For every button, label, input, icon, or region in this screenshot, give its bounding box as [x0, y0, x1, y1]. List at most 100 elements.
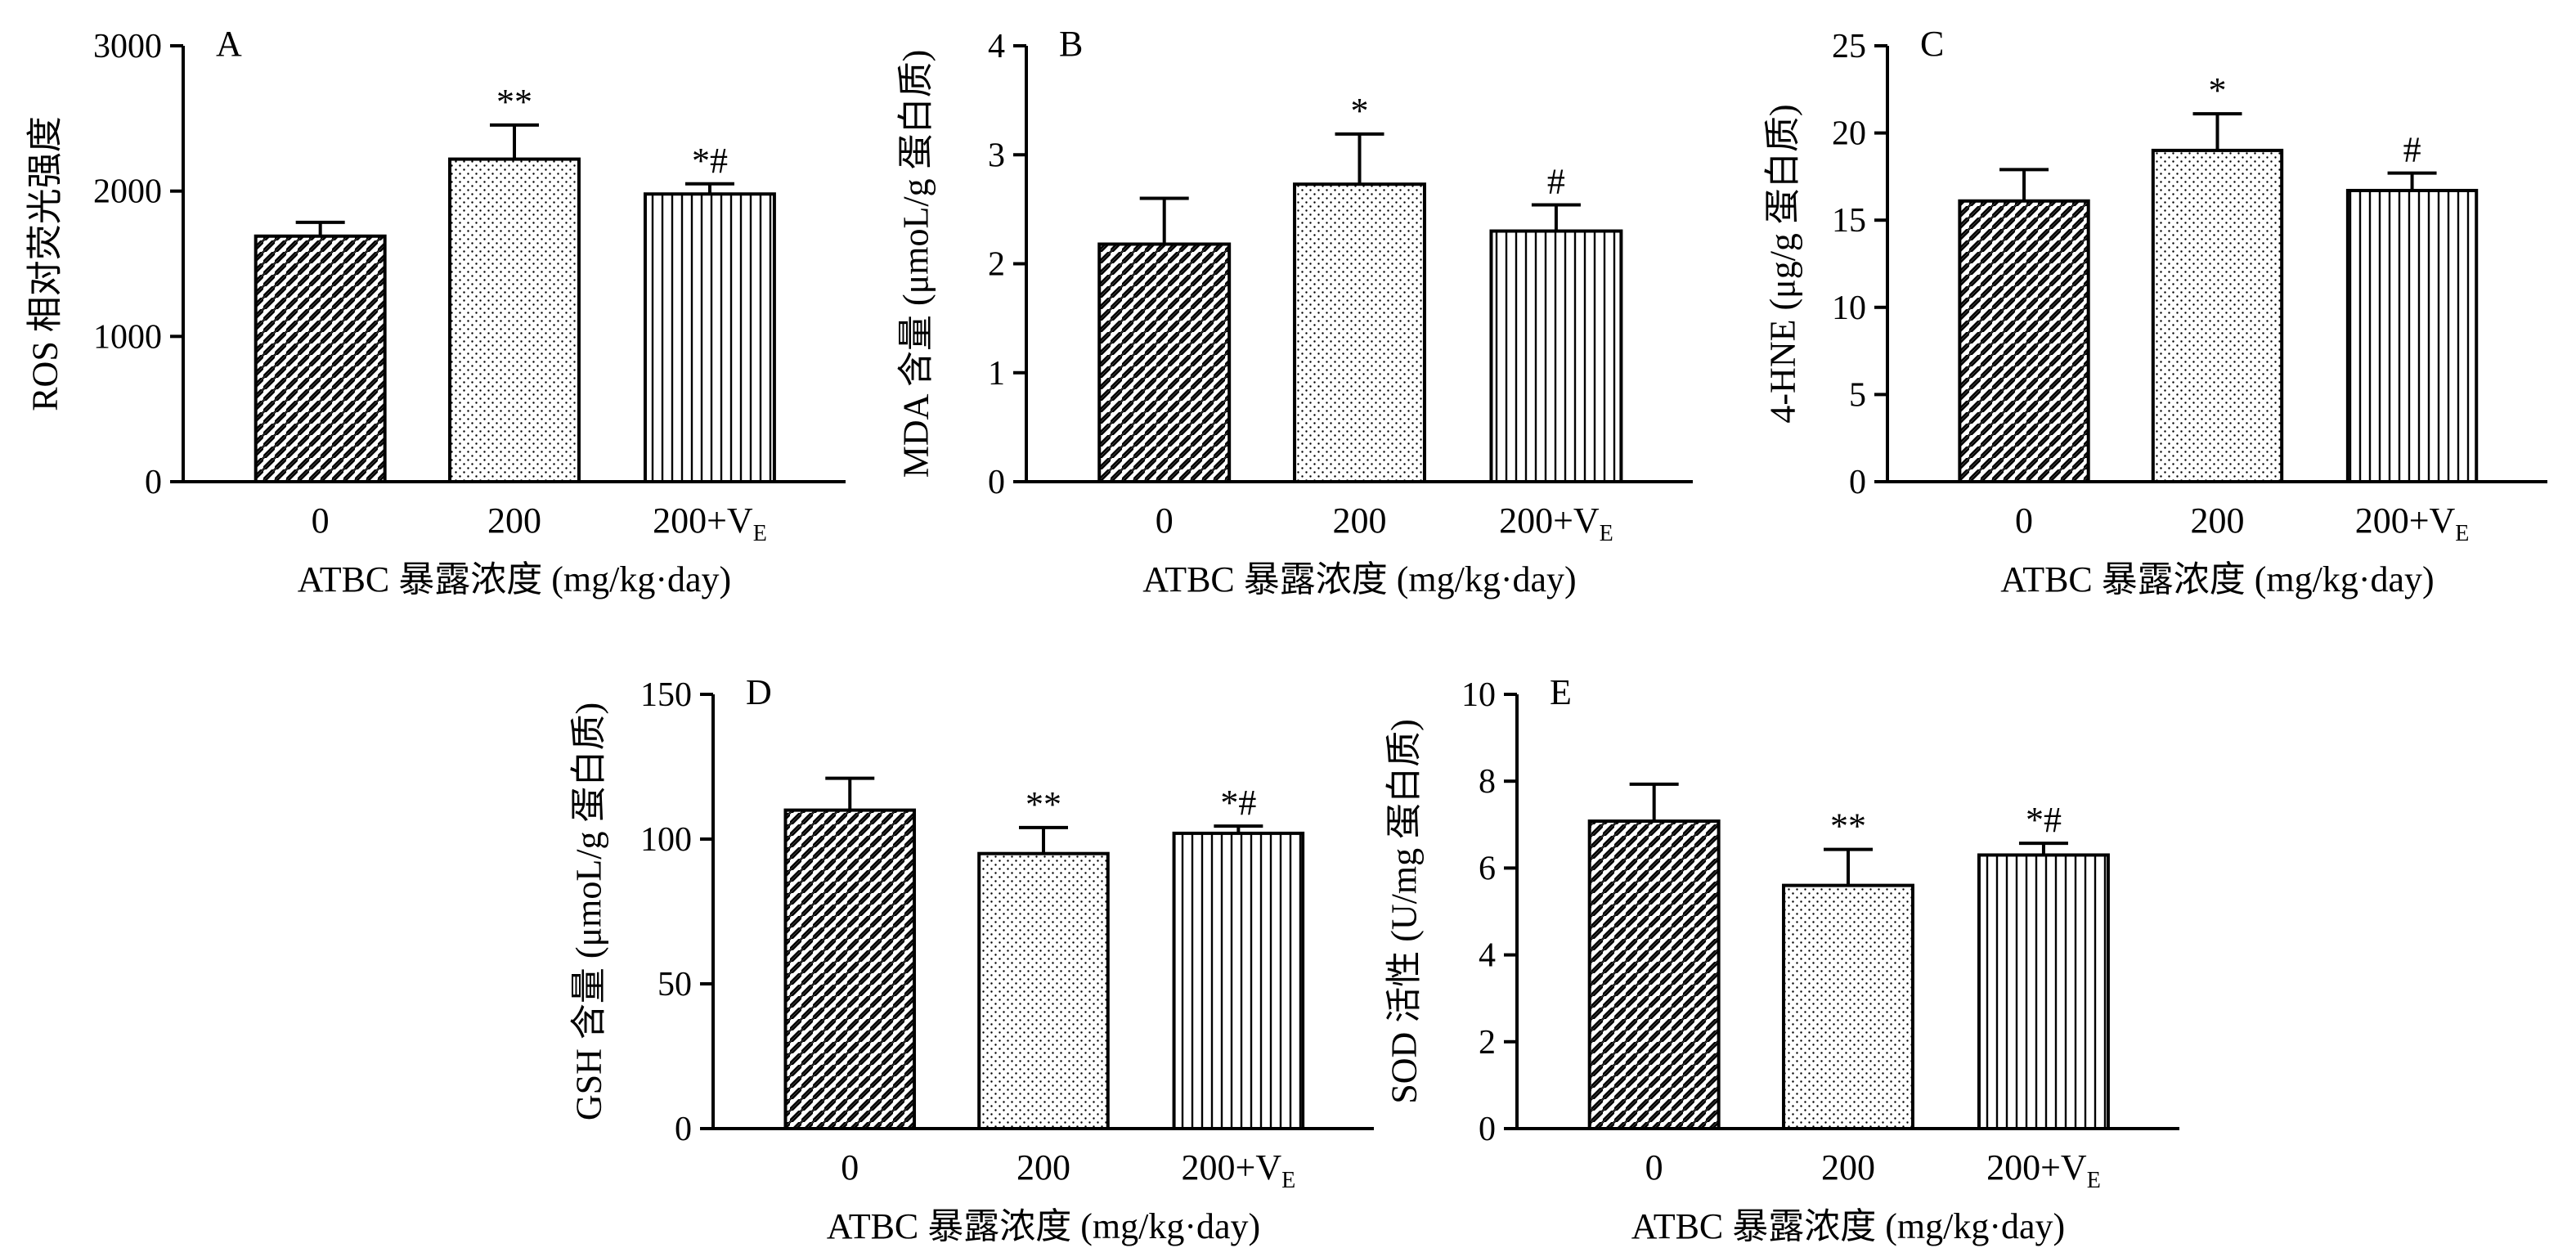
x-tick-label-main: 200+V: [653, 501, 753, 541]
y-tick-label: 2: [988, 246, 1005, 284]
x-tick-label-main: 200+V: [1182, 1147, 1282, 1187]
panel-label: A: [216, 24, 242, 64]
x-tick-label-main: 200+V: [1499, 501, 1600, 541]
significance-marker: **: [496, 82, 532, 122]
y-tick-label: 0: [1849, 464, 1866, 501]
x-tick-label: 200: [1333, 501, 1387, 541]
bar: [1958, 199, 2090, 484]
bar: [1587, 819, 1721, 1130]
y-tick-label: 8: [1479, 763, 1496, 801]
significance-marker: *#: [1220, 783, 1256, 823]
x-axis-label: ATBC 暴露浓度 (mg/kg·day): [2000, 559, 2434, 599]
x-axis-label: ATBC 暴露浓度 (mg/kg·day): [298, 559, 731, 599]
panel-c: C 0 5 10 15 20 25 4-HNE (μg/g 蛋白质) ATBC 暴露浓度 (mg…: [1763, 24, 2547, 599]
x-tick-label: 200+VE: [1182, 1147, 1296, 1193]
y-tick-label: 25: [1832, 28, 1866, 65]
x-tick-label: 200: [487, 501, 541, 541]
y-axis-label: ROS 相对荧光强度: [25, 116, 65, 411]
x-axis-label: ATBC 暴露浓度 (mg/kg·day): [827, 1206, 1260, 1246]
significance-marker: **: [1830, 806, 1866, 846]
x-tick-label-main: 200: [487, 501, 541, 541]
panel-label: D: [746, 672, 772, 712]
y-tick-label: 4: [1479, 937, 1496, 975]
y-axis-label: GSH 含量 (μmoL/g 蛋白质): [569, 703, 609, 1120]
y-tick-label: 15: [1832, 202, 1866, 240]
y-tick-label: 3000: [93, 28, 162, 65]
x-tick-label-main: 200: [1333, 501, 1387, 541]
x-tick-label-subscript: E: [753, 521, 767, 546]
x-tick-label-main: 200: [1016, 1147, 1070, 1187]
bar: [1172, 831, 1305, 1130]
x-tick-label: 0: [841, 1147, 859, 1187]
y-tick-label: 10: [1832, 290, 1866, 327]
x-tick-label-main: 0: [841, 1147, 859, 1187]
x-tick-label: 0: [312, 501, 330, 541]
bar: [977, 851, 1110, 1130]
x-tick-label-main: 0: [1645, 1147, 1663, 1187]
significance-marker: *#: [692, 141, 728, 181]
x-tick-label-subscript: E: [1600, 521, 1613, 546]
x-tick-label: 0: [1645, 1147, 1663, 1187]
panel-label: E: [1550, 672, 1572, 712]
y-tick-label: 3: [988, 137, 1005, 174]
y-tick-label: 4: [988, 28, 1005, 65]
significance-marker: #: [1547, 162, 1565, 202]
y-axis-label: MDA 含量 (μmoL/g 蛋白质): [896, 50, 936, 478]
panel-b: B 0 1 2 3 4 MDA 含量 (μmoL/g 蛋白质) ATBC 暴露浓度 (mg/k…: [896, 24, 1693, 599]
significance-marker: *: [2209, 70, 2227, 110]
y-tick-label: 150: [640, 676, 692, 714]
y-axis-label: 4-HNE (μg/g 蛋白质): [1763, 104, 1803, 423]
significance-marker: *: [1351, 91, 1369, 131]
y-tick-label: 2000: [93, 173, 162, 211]
x-tick-label-main: 0: [1156, 501, 1174, 541]
y-tick-label: 1000: [93, 318, 162, 356]
x-tick-label: 200: [1016, 1147, 1070, 1187]
bar: [1977, 853, 2110, 1130]
significance-marker: #: [2403, 130, 2421, 170]
panel-d: D 0 50 100 150 GSH 含量 (μmoL/g 蛋白质) ATBC 暴露浓度 (…: [569, 672, 1374, 1246]
x-tick-label: 200+VE: [1499, 501, 1613, 546]
x-tick-label-main: 200+V: [1986, 1147, 2087, 1187]
bar: [2151, 148, 2284, 483]
significance-marker: *#: [2026, 800, 2062, 840]
y-tick-label: 0: [988, 464, 1005, 501]
x-axis-label: ATBC 暴露浓度 (mg/kg·day): [1631, 1206, 2065, 1246]
y-tick-label: 10: [1461, 676, 1496, 714]
x-tick-label-main: 0: [312, 501, 330, 541]
x-tick-label-main: 200+V: [2355, 501, 2456, 541]
y-tick-label: 2: [1479, 1024, 1496, 1062]
y-tick-label: 20: [1832, 115, 1866, 153]
y-tick-label: 1: [988, 355, 1005, 393]
bar: [1489, 229, 1623, 483]
bar: [1293, 182, 1426, 483]
y-tick-label: 5: [1849, 376, 1866, 414]
bar: [254, 234, 387, 483]
x-tick-label: 200: [1821, 1147, 1875, 1187]
x-tick-label: 0: [2015, 501, 2033, 541]
bar: [1782, 883, 1914, 1130]
x-tick-label-subscript: E: [2087, 1168, 2101, 1193]
x-tick-label-subscript: E: [2455, 521, 2469, 546]
y-tick-label: 6: [1479, 850, 1496, 887]
bar: [643, 192, 776, 483]
x-tick-label: 0: [1156, 501, 1174, 541]
significance-marker: **: [1025, 784, 1061, 824]
x-axis-label: ATBC 暴露浓度 (mg/kg·day): [1142, 559, 1576, 599]
x-tick-label-subscript: E: [1281, 1168, 1295, 1193]
panel-e: E 0 2 4 6 8 10 SOD 活性 (U/mg 蛋白质) ATBC 暴露浓度 (mg/k…: [1384, 672, 2179, 1246]
bar: [448, 157, 581, 484]
x-tick-label-main: 200: [2191, 501, 2245, 541]
y-tick-label: 0: [1479, 1111, 1496, 1148]
y-tick-label: 0: [675, 1111, 692, 1148]
bar: [783, 808, 917, 1130]
y-tick-label: 0: [145, 464, 162, 501]
x-tick-label: 200+VE: [2355, 501, 2470, 546]
y-tick-label: 50: [657, 966, 692, 1003]
bar: [1097, 242, 1232, 483]
x-tick-label-main: 200: [1821, 1147, 1875, 1187]
y-tick-label: 100: [640, 821, 692, 859]
panel-label: B: [1059, 24, 1083, 64]
